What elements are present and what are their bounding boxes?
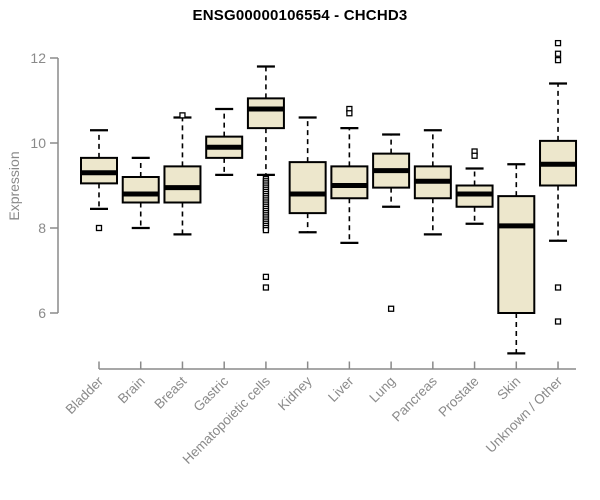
y-tick-label: 6 [38,305,46,321]
outlier-point [179,112,186,119]
boxplot-bladder [80,129,118,232]
x-tick-label: Lung [366,374,398,406]
median-bar [373,168,410,174]
outlier-point [554,284,562,291]
x-tick-label: Pancreas [389,373,440,424]
median-bar [498,223,535,229]
outlier-point [346,110,353,117]
iqr-box [163,165,202,204]
x-tick-label: Skin [494,374,523,403]
outlier-point [95,224,103,232]
x-tick-label: Breast [151,373,189,411]
outlier-point [262,284,270,291]
outlier-point [262,226,270,234]
x-tick-label: Bladder [63,373,107,417]
boxplot-liver [330,105,369,244]
x-tick-label: Unknown / Other [483,373,566,456]
median-bar [81,170,117,176]
x-tick-label: Gastric [190,373,231,414]
outlier-point [471,152,478,159]
median-bar [164,185,201,191]
boxplot-kidney [288,116,327,234]
y-tick-label: 8 [38,220,46,236]
median-bar [122,191,159,197]
outlier-point [554,56,562,64]
iqr-box [497,195,536,314]
y-tick-label: 10 [30,135,46,151]
boxplot-skin [497,163,536,355]
iqr-box [330,165,369,200]
median-bar [247,106,284,112]
iqr-box [246,97,285,130]
boxplot-gastric [205,107,244,176]
outlier-point [262,273,270,281]
median-bar [289,191,326,197]
outlier-point [554,318,562,325]
outlier-point [554,50,562,57]
boxplot-brain [121,156,160,230]
iqr-box [121,176,160,204]
iqr-box [288,161,327,215]
outlier-point [387,305,395,312]
median-bar [414,178,451,184]
x-tick-label: Brain [115,374,148,407]
x-tick-label: Kidney [275,373,315,413]
boxplot-prostate [455,148,494,225]
boxplot-breast [163,112,202,236]
median-bar [540,161,577,167]
x-tick-label: Liver [325,373,357,405]
median-bar [206,144,243,150]
y-tick-label: 12 [30,50,46,66]
boxplot-unknown-other [539,39,578,325]
median-bar [331,183,368,188]
boxplot-pancreas [413,129,452,236]
boxplot-lung [372,133,411,312]
x-tick-label: Prostate [436,374,482,420]
boxplot-hematopoietic-cells [246,65,285,291]
outlier-point [554,39,562,47]
median-bar [456,191,493,197]
chart-title: ENSG00000106554 - CHCHD3 [192,7,408,24]
